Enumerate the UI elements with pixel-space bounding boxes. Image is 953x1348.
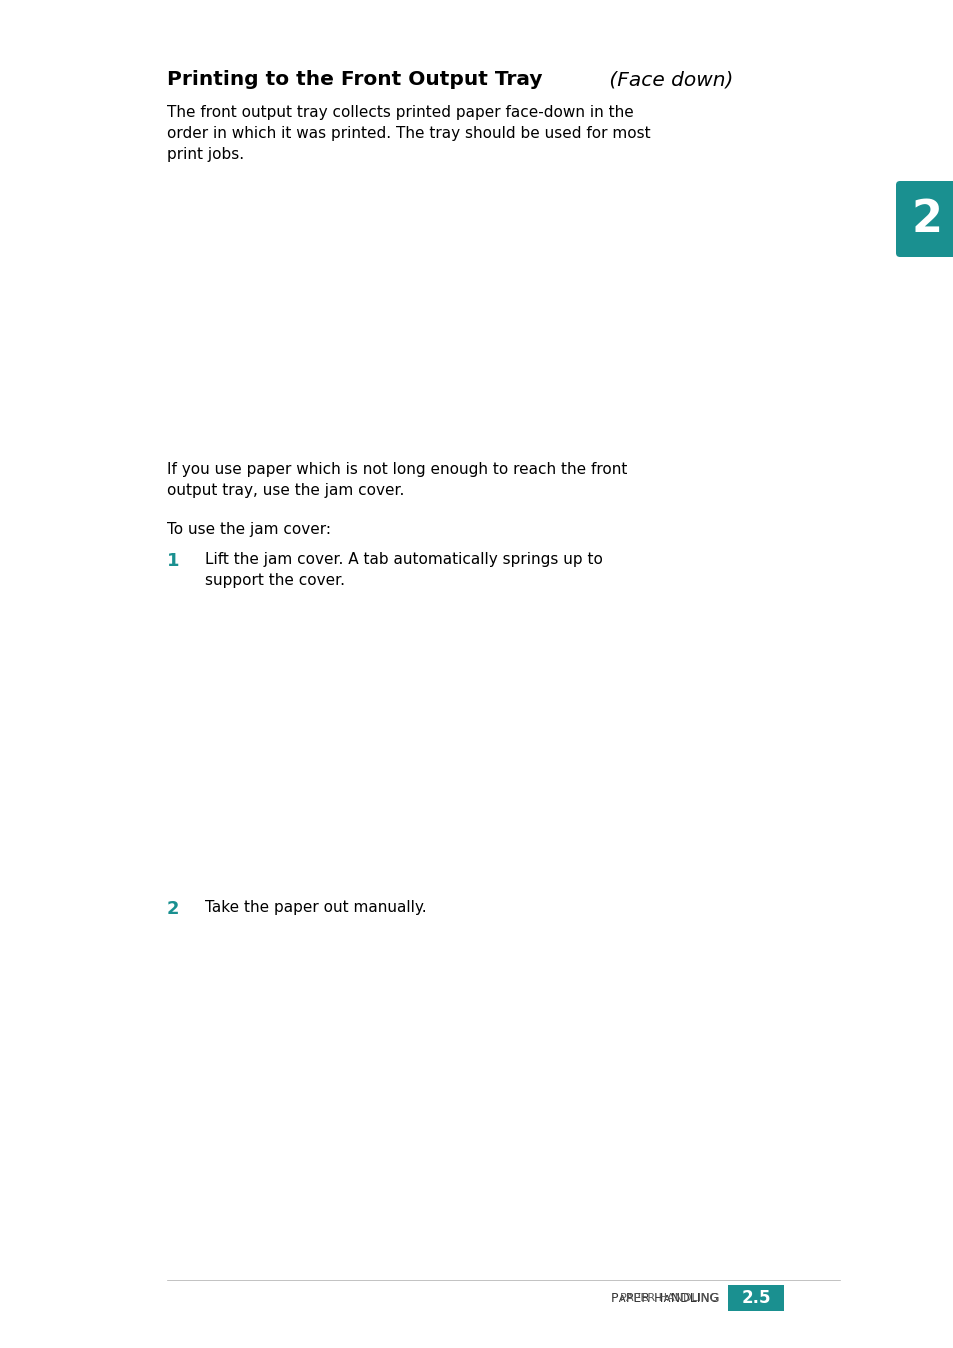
Text: order in which it was printed. The tray should be used for most: order in which it was printed. The tray … (167, 125, 650, 142)
Text: print jobs.: print jobs. (167, 147, 244, 162)
Text: PAPER HANDLING: PAPER HANDLING (619, 1293, 718, 1304)
Text: If you use paper which is not long enough to reach the front: If you use paper which is not long enoug… (167, 462, 627, 477)
Text: support the cover.: support the cover. (205, 573, 345, 588)
Text: The front output tray collects printed paper face-down in the: The front output tray collects printed p… (167, 105, 633, 120)
Text: (Face down): (Face down) (602, 70, 733, 89)
Text: Lift the jam cover. A tab automatically springs up to: Lift the jam cover. A tab automatically … (205, 551, 602, 568)
Text: output tray, use the jam cover.: output tray, use the jam cover. (167, 483, 404, 497)
Text: 2: 2 (910, 198, 942, 240)
Text: 2.5: 2.5 (740, 1289, 770, 1308)
Text: PᴀPER HᴀNDLING: PᴀPER HᴀNDLING (611, 1291, 720, 1305)
Text: 1: 1 (167, 551, 179, 570)
Text: Printing to the Front Output Tray: Printing to the Front Output Tray (167, 70, 542, 89)
FancyBboxPatch shape (895, 181, 953, 257)
Text: 2: 2 (167, 900, 179, 918)
FancyBboxPatch shape (727, 1285, 783, 1312)
Text: To use the jam cover:: To use the jam cover: (167, 522, 331, 537)
Text: Take the paper out manually.: Take the paper out manually. (205, 900, 426, 915)
